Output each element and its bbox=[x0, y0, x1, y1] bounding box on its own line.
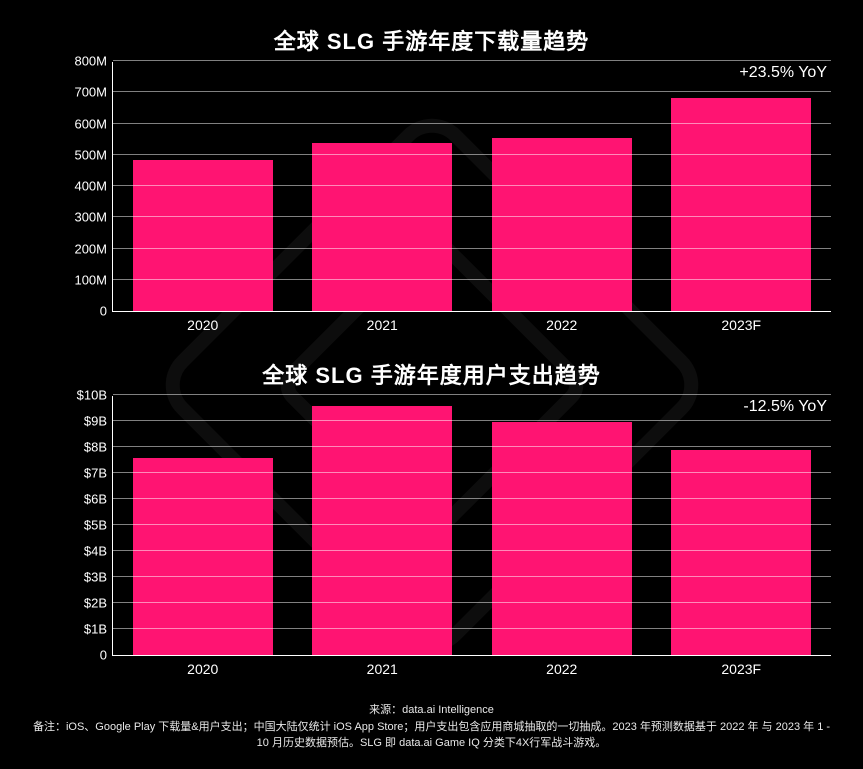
y-axis-label: 600M bbox=[74, 116, 113, 131]
gridline bbox=[113, 91, 831, 92]
gridline bbox=[113, 602, 831, 603]
bar bbox=[312, 143, 452, 311]
bar-slot: 2022 bbox=[472, 62, 652, 311]
y-axis-label: $9B bbox=[84, 414, 113, 429]
chart1-bars: 2020202120222023F bbox=[113, 62, 831, 311]
bar-slot: 2020 bbox=[113, 396, 293, 655]
chart2-title: 全球 SLG 手游年度用户支出趋势 bbox=[32, 358, 831, 390]
footer: 来源：data.ai Intelligence 备注：iOS、Google Pl… bbox=[32, 702, 831, 752]
spend-chart: 全球 SLG 手游年度用户支出趋势 -12.5% YoY 20202021202… bbox=[32, 358, 831, 684]
y-axis-label: $3B bbox=[84, 570, 113, 585]
x-axis-label: 2023F bbox=[652, 311, 832, 333]
bar bbox=[492, 422, 632, 655]
x-axis-label: 2023F bbox=[652, 655, 832, 677]
bar bbox=[492, 138, 632, 311]
gridline bbox=[113, 628, 831, 629]
chart2-plot: -12.5% YoY 2020202120222023F 0$1B$2B$3B$… bbox=[112, 396, 831, 656]
y-axis-label: $10B bbox=[77, 388, 113, 403]
bar-slot: 2021 bbox=[293, 62, 473, 311]
y-axis-label: 400M bbox=[74, 179, 113, 194]
y-axis-label: 0 bbox=[100, 648, 113, 663]
chart2-frame: -12.5% YoY 2020202120222023F 0$1B$2B$3B$… bbox=[32, 396, 831, 684]
gridline bbox=[113, 216, 831, 217]
bar bbox=[671, 450, 811, 655]
gridline bbox=[113, 472, 831, 473]
gridline bbox=[113, 550, 831, 551]
y-axis-label: 100M bbox=[74, 272, 113, 287]
x-axis-label: 2020 bbox=[113, 655, 293, 677]
bar-slot: 2021 bbox=[293, 396, 473, 655]
y-axis-label: $4B bbox=[84, 544, 113, 559]
y-axis-label: $6B bbox=[84, 492, 113, 507]
y-axis-label: $8B bbox=[84, 440, 113, 455]
gridline bbox=[113, 279, 831, 280]
bar-slot: 2023F bbox=[652, 62, 832, 311]
bar-slot: 2023F bbox=[652, 396, 832, 655]
y-axis-label: 700M bbox=[74, 85, 113, 100]
x-axis-label: 2021 bbox=[293, 655, 473, 677]
chart1-frame: +23.5% YoY 2020202120222023F 0100M200M30… bbox=[32, 62, 831, 340]
bar bbox=[133, 160, 273, 311]
chart2-bars: 2020202120222023F bbox=[113, 396, 831, 655]
chart1-plot: +23.5% YoY 2020202120222023F 0100M200M30… bbox=[112, 62, 831, 312]
x-axis-label: 2022 bbox=[472, 311, 652, 333]
page-container: 全球 SLG 手游年度下载量趋势 +23.5% YoY 202020212022… bbox=[0, 0, 863, 762]
gridline bbox=[113, 185, 831, 186]
gridline bbox=[113, 446, 831, 447]
y-axis-label: $1B bbox=[84, 622, 113, 637]
gridline bbox=[113, 60, 831, 61]
bar-slot: 2022 bbox=[472, 396, 652, 655]
y-axis-label: 800M bbox=[74, 54, 113, 69]
y-axis-label: $5B bbox=[84, 518, 113, 533]
chart1-title: 全球 SLG 手游年度下载量趋势 bbox=[32, 24, 831, 56]
y-axis-label: 500M bbox=[74, 147, 113, 162]
gridline bbox=[113, 123, 831, 124]
x-axis-label: 2022 bbox=[472, 655, 652, 677]
gridline bbox=[113, 248, 831, 249]
bar bbox=[133, 458, 273, 655]
bar-slot: 2020 bbox=[113, 62, 293, 311]
footer-note: 备注：iOS、Google Play 下载量&用户支出；中国大陆仅统计 iOS … bbox=[32, 719, 831, 752]
y-axis-label: 200M bbox=[74, 241, 113, 256]
x-axis-label: 2021 bbox=[293, 311, 473, 333]
bar bbox=[312, 406, 452, 655]
gridline bbox=[113, 524, 831, 525]
gridline bbox=[113, 498, 831, 499]
y-axis-label: $2B bbox=[84, 596, 113, 611]
y-axis-label: $7B bbox=[84, 466, 113, 481]
downloads-chart: 全球 SLG 手游年度下载量趋势 +23.5% YoY 202020212022… bbox=[32, 24, 831, 340]
x-axis-label: 2020 bbox=[113, 311, 293, 333]
gridline bbox=[113, 154, 831, 155]
gridline bbox=[113, 394, 831, 395]
y-axis-label: 0 bbox=[100, 304, 113, 319]
footer-source: 来源：data.ai Intelligence bbox=[32, 702, 831, 719]
gridline bbox=[113, 576, 831, 577]
gridline bbox=[113, 420, 831, 421]
y-axis-label: 300M bbox=[74, 210, 113, 225]
